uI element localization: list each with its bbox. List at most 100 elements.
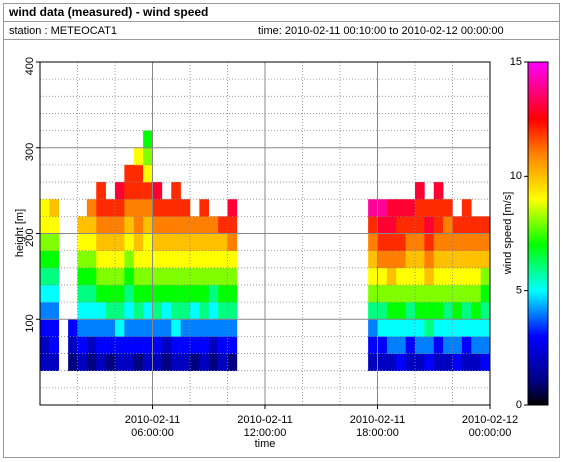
heatmap-cell — [480, 353, 491, 371]
heatmap-cell — [424, 233, 435, 251]
heatmap-cell — [105, 319, 116, 337]
heatmap-cell — [443, 319, 453, 337]
heatmap-cell — [124, 233, 135, 251]
heatmap-cell — [171, 182, 181, 200]
heatmap-cell — [40, 319, 50, 337]
heatmap-cell — [227, 319, 238, 337]
heatmap-cell — [368, 216, 378, 234]
heatmap-cell — [77, 353, 88, 371]
heatmap-cell — [405, 199, 416, 217]
colorbar-label: wind speed [m/s] — [502, 192, 514, 276]
heatmap-cell — [377, 199, 388, 217]
heatmap-cell — [227, 250, 238, 269]
heatmap-cell — [77, 302, 88, 320]
heatmap-cell — [471, 353, 481, 371]
heatmap-cell — [143, 353, 153, 371]
colorbar — [527, 61, 549, 406]
heatmap-cell — [115, 199, 125, 217]
x-tick-label: 2010-02-11 — [350, 414, 405, 426]
heatmap-cell — [471, 267, 481, 286]
heatmap-cell — [143, 182, 153, 200]
heatmap-cell — [218, 284, 228, 303]
heatmap-cell — [405, 353, 416, 371]
heatmap-cell — [227, 336, 238, 354]
heatmap-cell — [377, 336, 388, 354]
heatmap-cell — [190, 233, 200, 251]
heatmap-cell — [471, 284, 481, 303]
heatmap-cell — [49, 250, 60, 269]
heatmap-cell — [180, 267, 191, 286]
heatmap-cell — [105, 353, 116, 371]
heatmap-cell — [49, 216, 60, 234]
heatmap-cell — [208, 250, 219, 269]
time-range: time: 2010-02-11 00:10:00 to 2010-02-12 … — [258, 25, 504, 37]
heatmap-cell — [77, 336, 88, 354]
heatmap-cell — [377, 267, 388, 286]
heatmap-cell — [227, 284, 238, 303]
heatmap-cell — [171, 302, 181, 320]
heatmap-cell — [133, 233, 144, 251]
heatmap-cell — [452, 353, 463, 371]
heatmap-cell — [471, 336, 481, 354]
heatmap-cell — [415, 267, 425, 286]
heatmap-cell — [443, 284, 453, 303]
heatmap-cell — [180, 250, 191, 269]
heatmap-cell — [443, 336, 453, 354]
heatmap-cell — [208, 302, 219, 320]
heatmap-cell — [190, 319, 200, 337]
heatmap-cell — [386, 199, 397, 217]
heatmap-cell — [396, 216, 406, 234]
heatmap-cell — [190, 302, 200, 320]
heatmap-cell — [152, 182, 163, 200]
heatmap-cell — [199, 353, 210, 371]
heatmap-cell — [40, 353, 50, 371]
heatmap-cell — [161, 199, 172, 217]
heatmap-cell — [461, 233, 472, 251]
heatmap-cell — [96, 284, 106, 303]
x-tick-label: 2010-02-12 — [462, 414, 518, 426]
heatmap-cell — [49, 233, 60, 251]
heatmap-cell — [105, 302, 116, 320]
heatmap-cell — [452, 250, 463, 269]
heatmap-cell — [171, 319, 181, 337]
heatmap-cell — [433, 336, 444, 354]
heatmap-cell — [96, 233, 106, 251]
heatmap-cell — [396, 353, 406, 371]
heatmap-cell — [386, 284, 397, 303]
heatmap-cell — [386, 336, 397, 354]
heatmap-cell — [199, 233, 210, 251]
heatmap-cell — [133, 319, 144, 337]
heatmap-cell — [208, 353, 219, 371]
heatmap-cell — [86, 336, 97, 354]
heatmap-cell — [105, 199, 116, 217]
heatmap-cell — [405, 267, 416, 286]
heatmap-cell — [96, 182, 106, 200]
heatmap-cell — [171, 267, 181, 286]
heatmap-cell — [152, 284, 163, 303]
heatmap-cell — [190, 353, 200, 371]
heatmap-cell — [133, 199, 144, 217]
heatmap-cell — [199, 319, 210, 337]
heatmap-cell — [199, 250, 210, 269]
x-axis-label: time — [255, 438, 276, 450]
heatmap-cell — [208, 216, 219, 234]
heatmap-cell — [105, 284, 116, 303]
heatmap-cell — [461, 302, 472, 320]
heatmap-cell — [77, 250, 88, 269]
heatmap-cell — [424, 284, 435, 303]
chart-title: wind data (measured) - wind speed — [8, 5, 208, 19]
heatmap-cell — [143, 336, 153, 354]
heatmap-cell — [40, 199, 50, 217]
heatmap-cell — [171, 216, 181, 234]
heatmap-cell — [96, 353, 106, 371]
heatmap-cell — [133, 336, 144, 354]
heatmap-cell — [218, 267, 228, 286]
heatmap-cell — [133, 284, 144, 303]
heatmap-cell — [368, 319, 378, 337]
heatmap-cell — [115, 336, 125, 354]
heatmap-cell — [424, 267, 435, 286]
heatmap-cell — [152, 302, 163, 320]
heatmap-cell — [133, 164, 144, 183]
heatmap-cell — [396, 284, 406, 303]
heatmap-cell — [40, 267, 50, 286]
